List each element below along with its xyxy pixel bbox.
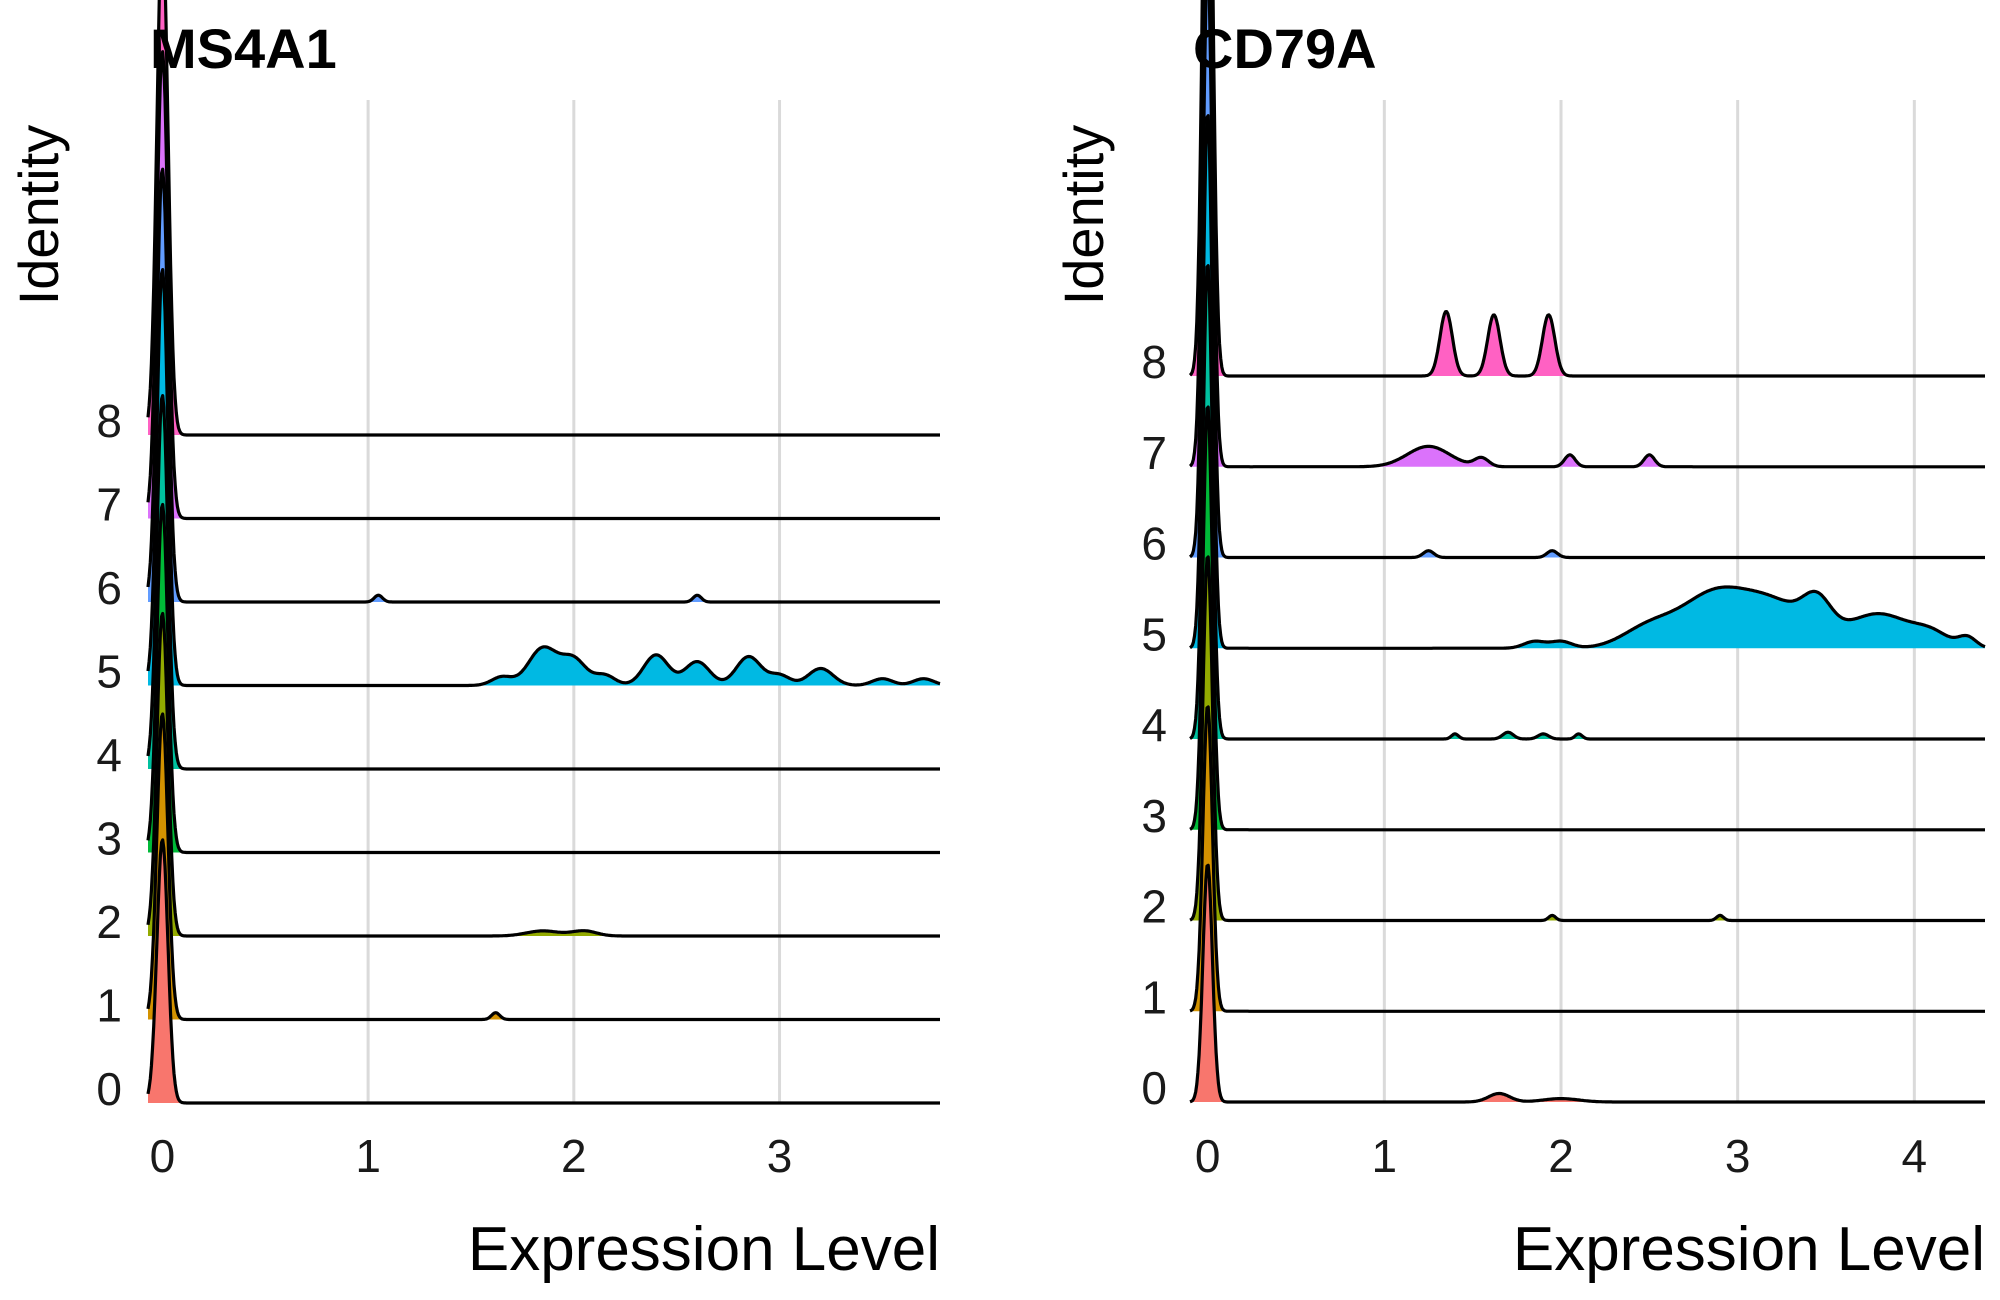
- ridge-area-5: [1190, 115, 1985, 649]
- ridge-line-0: [1189, 863, 1986, 1104]
- ridge-line-8: [146, 0, 941, 437]
- y-tick-label: 3: [1141, 790, 1167, 842]
- ridge-area-1: [1190, 707, 1985, 1012]
- y-tick-label: 4: [96, 729, 122, 781]
- ridge-line-7: [1188, 0, 1986, 469]
- x-tick-label: 0: [1195, 1130, 1221, 1182]
- y-tick-label: 8: [96, 395, 122, 447]
- y-tick-label: 1: [1141, 971, 1167, 1023]
- y-tick-label: 5: [96, 646, 122, 698]
- ridge-line-6: [146, 167, 941, 604]
- ridge-line-6: [1188, 0, 1986, 560]
- ridge-line-4: [146, 394, 941, 771]
- x-axis-label: Expression Level: [468, 1215, 940, 1284]
- ridge-line-1: [146, 712, 941, 1022]
- ridge-area-4: [1190, 265, 1985, 739]
- ridge-line-5: [1189, 114, 1986, 650]
- ridge-area-4: [148, 395, 940, 769]
- y-tick-label: 6: [1141, 518, 1167, 570]
- y-tick-label: 0: [1141, 1062, 1167, 1114]
- chart-cd79a: CD79A Identity Expression Level 8 7 6 5 4 3 2 1…: [1045, 0, 2000, 1300]
- x-tick-label: 3: [767, 1130, 793, 1182]
- y-tick-label: 1: [96, 980, 122, 1032]
- x-tick-label: 1: [1372, 1130, 1398, 1182]
- y-tick-label: 7: [1141, 427, 1167, 479]
- ridge-area-6: [1190, 0, 1985, 558]
- ridge-area-0: [148, 839, 940, 1103]
- chart-ms4a1: MS4A1 Identity Expression Level 8 7 6 5 4 3 2 1…: [7, 0, 941, 1284]
- ridge-line-7: [146, 50, 941, 521]
- ridge-line-3: [1189, 405, 1986, 832]
- y-axis-label: Identity: [1052, 125, 1115, 306]
- ridge-area-1: [148, 714, 940, 1020]
- x-tick-label: 2: [561, 1130, 587, 1182]
- y-tick-label: 8: [1141, 336, 1167, 388]
- ridge-area-6: [148, 169, 940, 602]
- y-tick-label: 3: [96, 813, 122, 865]
- ridge-line-2: [1189, 555, 1986, 923]
- x-axis-label: Expression Level: [1513, 1215, 1985, 1284]
- ridge-line-2: [146, 611, 941, 938]
- y-axis-label: Identity: [7, 125, 70, 306]
- ridge-line-4: [1189, 264, 1986, 741]
- ridge-area-0: [1190, 865, 1985, 1102]
- x-tick-label: 0: [150, 1130, 176, 1182]
- ridge-line-3: [146, 502, 941, 855]
- y-tick-label: 2: [1141, 881, 1167, 933]
- y-tick-label: 6: [96, 562, 122, 614]
- ridge-line-8: [1188, 0, 1986, 378]
- y-tick-label: 4: [1141, 699, 1167, 751]
- x-tick-label: 2: [1548, 1130, 1574, 1182]
- y-tick-label: 0: [96, 1063, 122, 1115]
- x-tick-label: 1: [355, 1130, 381, 1182]
- ridge-area-5: [148, 269, 940, 686]
- x-tick-label: 3: [1725, 1130, 1751, 1182]
- chart-cd79a-svg: CD79A Identity Expression Level 8 7 6 5 4 3 2 1…: [1052, 0, 1986, 1284]
- ridge-line-0: [146, 838, 941, 1105]
- y-tick-label: 2: [96, 896, 122, 948]
- x-tick-label: 4: [1902, 1130, 1928, 1182]
- ridge-line-1: [1189, 705, 1986, 1013]
- chart-ms4a1-svg: MS4A1 Identity Expression Level 8 7 6 5 4 3 2 1…: [7, 0, 941, 1284]
- chart-title: MS4A1: [150, 17, 337, 80]
- y-tick-label: 5: [1141, 608, 1167, 660]
- chart-title: CD79A: [1193, 17, 1377, 80]
- ridge-area-7: [148, 51, 940, 519]
- y-tick-label: 7: [96, 479, 122, 531]
- ridge-line-5: [146, 268, 941, 688]
